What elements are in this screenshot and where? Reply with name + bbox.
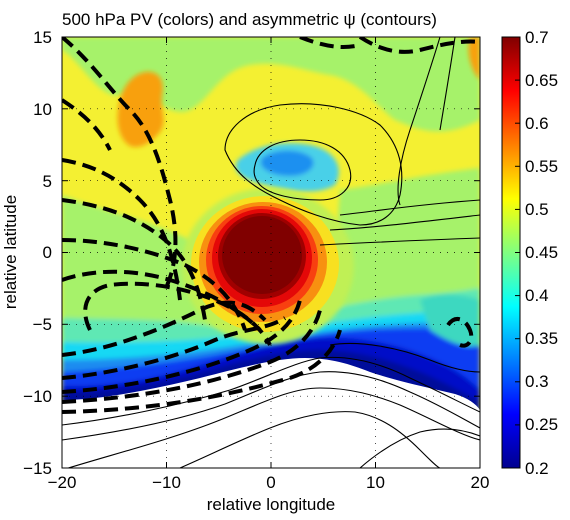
solid-contour bbox=[62, 371, 480, 441]
solid-contour bbox=[253, 139, 352, 201]
y-tick-labels: 15 10 5 0 −5 −10 −15 bbox=[23, 28, 52, 478]
dashed-contour bbox=[62, 37, 178, 291]
x-axis bbox=[61, 37, 481, 468]
colorbar-tick-label: 0.2 bbox=[525, 459, 549, 478]
colorbar-tick-label: 0.55 bbox=[525, 157, 558, 176]
colorbar: 0.7 0.65 0.6 0.55 0.5 0.45 0.4 0.35 0.3 … bbox=[501, 28, 558, 478]
solid-contour bbox=[339, 199, 480, 216]
solid-contour bbox=[66, 387, 480, 468]
negative-contours bbox=[62, 37, 480, 414]
dashed-contour bbox=[83, 281, 272, 346]
dashed-contour bbox=[62, 300, 267, 357]
x-tick-labels: −20 −10 0 10 20 bbox=[48, 473, 490, 492]
dashed-contour bbox=[62, 98, 112, 151]
y-tick-label: 10 bbox=[33, 100, 52, 119]
solid-contour bbox=[62, 356, 480, 426]
y-tick-label: −10 bbox=[23, 387, 52, 406]
y-tick-label: 5 bbox=[43, 172, 52, 191]
dashed-contour bbox=[62, 309, 322, 404]
dashed-contour bbox=[62, 198, 207, 321]
x-tick-label: 10 bbox=[366, 473, 385, 492]
positive-contours bbox=[62, 37, 480, 468]
y-tick-label: −15 bbox=[23, 459, 52, 478]
pv-maximum bbox=[182, 188, 354, 344]
dashed-contour bbox=[62, 158, 182, 301]
pv-core bbox=[222, 216, 302, 294]
pv-patch-orange-nw bbox=[117, 71, 164, 148]
solid-contour bbox=[329, 342, 480, 373]
pv-patch-blue-small bbox=[260, 150, 314, 176]
solid-contour bbox=[319, 237, 480, 246]
dashed-contour bbox=[62, 238, 247, 331]
x-tick-label: 20 bbox=[471, 473, 490, 492]
colorbar-tick-label: 0.65 bbox=[525, 71, 558, 90]
dashed-contour bbox=[62, 329, 342, 414]
colorbar-tick-label: 0.3 bbox=[525, 372, 549, 391]
x-tick-label: 0 bbox=[266, 473, 275, 492]
x-tick-label: −20 bbox=[48, 473, 77, 492]
dashed-contour bbox=[446, 317, 474, 348]
colorbar-tick-label: 0.25 bbox=[525, 415, 558, 434]
x-axis-label: relative longitude bbox=[207, 495, 336, 514]
solid-contour bbox=[397, 37, 441, 206]
colorbar-tick-label: 0.35 bbox=[525, 329, 558, 348]
pv-patch-orange-ne bbox=[468, 37, 480, 80]
psi-contours bbox=[62, 37, 480, 468]
dashed-contour bbox=[358, 37, 480, 54]
dashed-contour bbox=[62, 299, 302, 394]
colorbar-tick-label: 0.5 bbox=[525, 200, 549, 219]
solid-contour bbox=[179, 411, 441, 468]
colorbar-tick-label: 0.7 bbox=[525, 28, 549, 47]
chart-title: 500 hPa PV (colors) and asymmetric ψ (co… bbox=[62, 10, 437, 29]
y-tick-label: −5 bbox=[33, 315, 52, 334]
pv-region-white bbox=[62, 358, 480, 468]
colorbar-tick-label: 0.6 bbox=[525, 114, 549, 133]
y-axis bbox=[62, 36, 480, 469]
dashed-contour bbox=[299, 37, 361, 49]
y-tick-label: 0 bbox=[43, 243, 52, 262]
x-tick-label: −10 bbox=[152, 473, 181, 492]
colorbar-tick-label: 0.45 bbox=[525, 243, 558, 262]
solid-contour bbox=[439, 37, 456, 131]
pv-field bbox=[62, 37, 480, 468]
dashed-contour bbox=[62, 269, 262, 332]
solid-contour bbox=[224, 103, 403, 226]
y-tick-label: 15 bbox=[33, 28, 52, 47]
y-axis-label: relative latitude bbox=[1, 195, 20, 309]
colorbar-tick-label: 0.4 bbox=[525, 286, 549, 305]
solid-contour bbox=[329, 214, 480, 231]
solid-contour bbox=[359, 428, 480, 468]
